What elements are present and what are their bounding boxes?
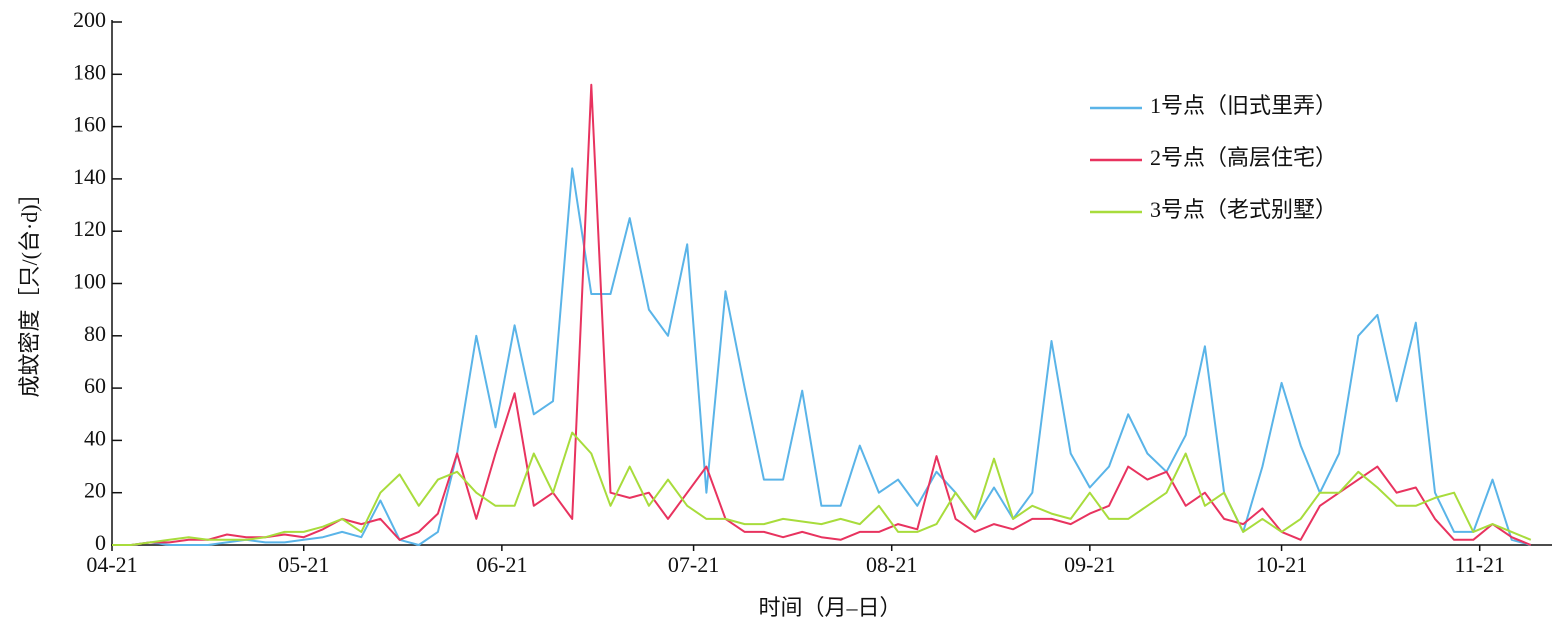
- series-line: [112, 431, 1532, 546]
- y-tick-label: 140: [73, 164, 106, 189]
- x-tick-label: 10-21: [1256, 552, 1307, 577]
- series-line: [112, 167, 1532, 546]
- y-tick-label: 160: [73, 112, 106, 137]
- y-tick-label: 180: [73, 59, 106, 84]
- y-tick-label: 20: [84, 478, 106, 503]
- series-line: [112, 83, 1532, 546]
- legend-label: 1号点（旧式里弄）: [1150, 93, 1337, 118]
- x-axis-label: 时间（月–日）: [758, 595, 901, 620]
- legend-label: 3号点（老式别墅）: [1150, 197, 1337, 222]
- y-axis-label: 成蚊密度［只/(台·d)］: [17, 182, 42, 397]
- x-tick-label: 07-21: [668, 552, 719, 577]
- y-tick-label: 40: [84, 425, 106, 450]
- y-tick-label: 0: [95, 530, 106, 555]
- x-tick-label: 06-21: [476, 552, 527, 577]
- y-tick-label: 80: [84, 321, 106, 346]
- x-tick-label: 08-21: [866, 552, 917, 577]
- x-tick-label: 05-21: [278, 552, 329, 577]
- y-tick-label: 120: [73, 216, 106, 241]
- x-tick-label: 04-21: [86, 552, 137, 577]
- y-tick-label: 200: [73, 7, 106, 32]
- y-tick-label: 100: [73, 269, 106, 294]
- x-tick-label: 09-21: [1064, 552, 1115, 577]
- y-tick-label: 60: [84, 373, 106, 398]
- x-tick-label: 11-21: [1454, 552, 1505, 577]
- legend-label: 2号点（高层住宅）: [1150, 145, 1337, 170]
